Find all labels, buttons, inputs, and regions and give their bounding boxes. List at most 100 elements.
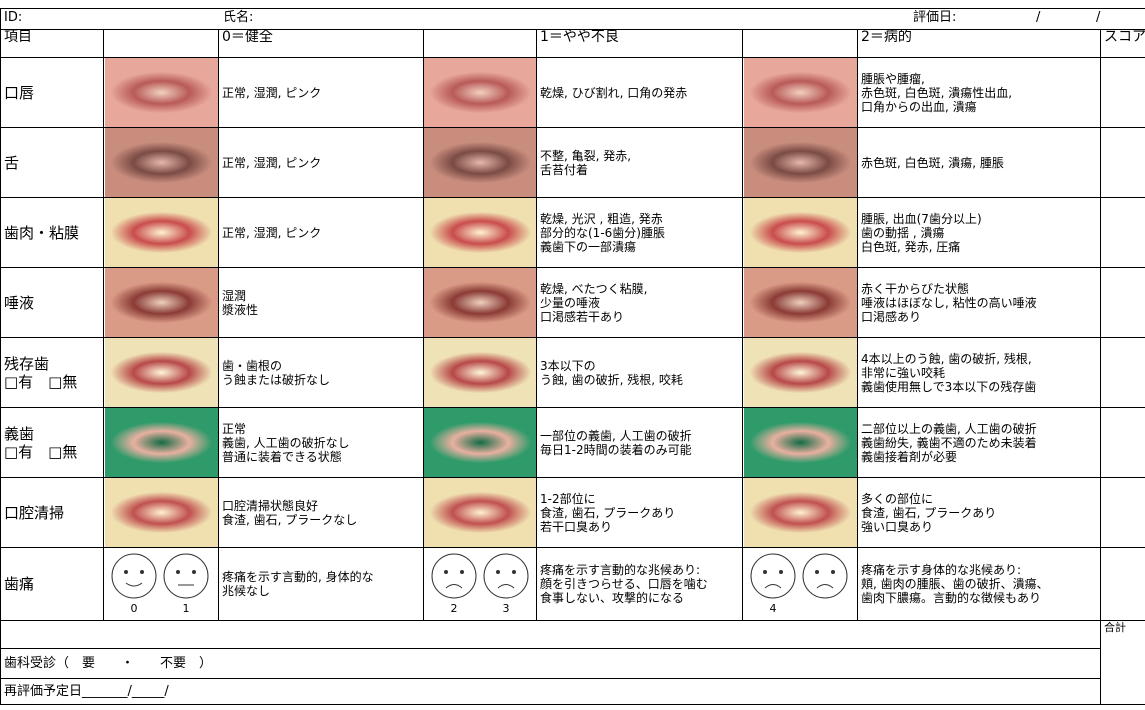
score-cell [1100, 57, 1145, 128]
description-line: 強い口臭あり [861, 519, 934, 534]
description-line: 食事しない、攻撃的になる [540, 591, 685, 605]
item-label-line: 残存歯 [4, 354, 50, 373]
score-cell [1100, 127, 1145, 198]
image-cell [103, 407, 219, 478]
column-header [103, 29, 219, 58]
description-line: 乾燥, べたつく粘膜, [540, 281, 648, 296]
image-cell [742, 267, 858, 338]
description-line: 義歯, 人工歯の破折なし [222, 435, 350, 450]
id-label: ID: [4, 10, 23, 25]
face [431, 553, 477, 599]
item-row: 歯痛 0 1 疼痛を示す言動的, 身体的な 兆候なし 2 3 疼痛を示す言動的な兆候あり: 顔を… [0, 547, 1145, 621]
description: 疼痛を示す言動的な兆候あり: 顔を引きつらせる、口唇を噛む 食事しない、攻撃的になる [536, 547, 743, 621]
description-line: 正常, 湿潤, ピンク [222, 85, 322, 100]
photo [104, 338, 218, 407]
photo [424, 478, 536, 547]
description-line: う蝕または破折なし [222, 372, 331, 387]
photo [104, 478, 218, 547]
photo [743, 268, 857, 337]
image-cell [742, 407, 858, 478]
description-line: 腫脹や腫瘤, [861, 71, 925, 86]
face [483, 553, 529, 599]
eye [444, 570, 448, 574]
photo [104, 268, 218, 337]
description: 二部位以上の義歯, 人工歯の破折 義歯紛失, 義歯不適のため未装着 義歯接着剤が必要 [857, 407, 1101, 478]
photo [104, 408, 218, 477]
mouth [445, 584, 463, 589]
image-cell [103, 127, 219, 198]
description-line: 口角からの出血, 潰瘍 [861, 99, 977, 114]
mouth [764, 584, 782, 589]
description-line: 一部位の義歯, 人工歯の破折 [540, 428, 692, 443]
description: 歯・歯根の う蝕または破折なし [218, 337, 424, 408]
description: 赤く干からびた状態 唾液はほぼなし, 粘性の高い唾液 口渇感あり [857, 267, 1101, 338]
photo [743, 128, 857, 197]
description-line: 正常 [222, 421, 247, 436]
assessment-form: ID: 氏名: 評価日: / / 項目 0＝健全 1＝やや不良 2＝病的 スコア 口唇 正常… [0, 8, 1145, 705]
description-line: 歯の動揺 , 潰瘍 [861, 225, 945, 240]
description-line: 毎日1-2時間の装着のみ可能 [540, 442, 692, 457]
description: 一部位の義歯, 人工歯の破折 毎日1-2時間の装着のみ可能 [536, 407, 743, 478]
image-cell [423, 337, 537, 408]
item-label-line: □有 □無 [4, 442, 78, 461]
item-row: 舌 正常, 湿潤, ピンク 不整, 亀裂, 発赤, 舌苔付着 赤色斑, 白色斑, 潰瘍,… [0, 127, 1145, 198]
description-line: 少量の唾液 [540, 295, 601, 310]
description: 正常, 湿潤, ピンク [218, 197, 424, 268]
item-row: 唾液 湿潤 漿液性 乾燥, べたつく粘膜, 少量の唾液 口渇感若干あり 赤く干からびた状態唾… [0, 267, 1145, 338]
description: 疼痛を示す身体的な兆候あり: 頬, 歯肉の腫脹、歯の破折、潰瘍、 歯肉下膿瘍。言動的… [857, 547, 1101, 621]
description-line: 疼痛を示す言動的な兆候あり: [540, 563, 701, 577]
description-line: 顔を引きつらせる、口唇を噛む [540, 577, 708, 591]
description: 不整, 亀裂, 発赤, 舌苔付着 [536, 127, 743, 198]
item-label: 口唇 [0, 57, 104, 128]
item-row: 口唇 正常, 湿潤, ピンク 乾燥, ひび割れ, 口角の発赤 腫脹や腫瘤, 赤色斑, 白… [0, 57, 1145, 128]
image-cell [103, 57, 219, 128]
description-line: 義歯使用無しで3本以下の残存歯 [861, 379, 1037, 394]
photo [743, 408, 857, 477]
score-cell [1100, 477, 1145, 548]
description: 腫脹や腫瘤, 赤色斑, 白色斑, 潰瘍性出血, 口角からの出血, 潰瘍 [857, 57, 1101, 128]
score-cell [1100, 267, 1145, 338]
item-label-line: □有 □無 [4, 372, 78, 391]
image-cell [423, 197, 537, 268]
eye [831, 570, 835, 574]
description-line: 普通に装着できる状態 [222, 449, 342, 464]
description-line: 赤色斑, 白色斑, 潰瘍, 腫脹 [861, 155, 1004, 170]
eye [176, 570, 180, 574]
face-number: 2 [451, 602, 458, 615]
description-line: 口渇感あり [861, 309, 922, 324]
total-row: 合計 [0, 620, 1145, 705]
description-line: 歯肉下膿瘍。言動的な徴候もあり [861, 591, 1042, 605]
description-line: 義歯下の一部潰瘍 [540, 239, 637, 254]
blank-cell [0, 620, 1101, 649]
column-header: スコア [1100, 29, 1145, 58]
description-line: 多くの部位に [861, 491, 934, 506]
photo [743, 198, 857, 267]
image-cell [742, 127, 858, 198]
description: 正常, 湿潤, ピンク [218, 127, 424, 198]
description-line: 歯・歯根の [222, 358, 283, 373]
description-line: 口腔清掃状態良好 [222, 498, 319, 513]
score-cell [1100, 337, 1145, 408]
description-line: 食渣, 歯石, プラークあり [540, 505, 676, 520]
image-cell [103, 197, 219, 268]
description-line: 乾燥, ひび割れ, 口角の発赤 [540, 85, 688, 100]
item-row: 歯肉・粘膜 正常, 湿潤, ピンク 乾燥, 光沢 , 粗造, 発赤 部分的な(1-6歯… [0, 197, 1145, 268]
photo [424, 408, 536, 477]
eye [512, 570, 516, 574]
item-label-line: 唾液 [4, 293, 35, 312]
description-line: 乾燥, 光沢 , 粗造, 発赤 [540, 211, 663, 226]
description-line: 1-2部位に [540, 491, 596, 506]
description-line: 兆候なし [222, 584, 271, 598]
eye [460, 570, 464, 574]
description-line: 湿潤 [222, 288, 247, 303]
face-number: 0 [131, 602, 138, 615]
image-cell [742, 477, 858, 548]
image-cell [423, 127, 537, 198]
photo [104, 198, 218, 267]
item-label: 残存歯 □有 □無 [0, 337, 104, 408]
item-label-line: 義歯 [4, 424, 35, 443]
item-label-line: 舌 [4, 153, 20, 172]
item-label: 唾液 [0, 267, 104, 338]
